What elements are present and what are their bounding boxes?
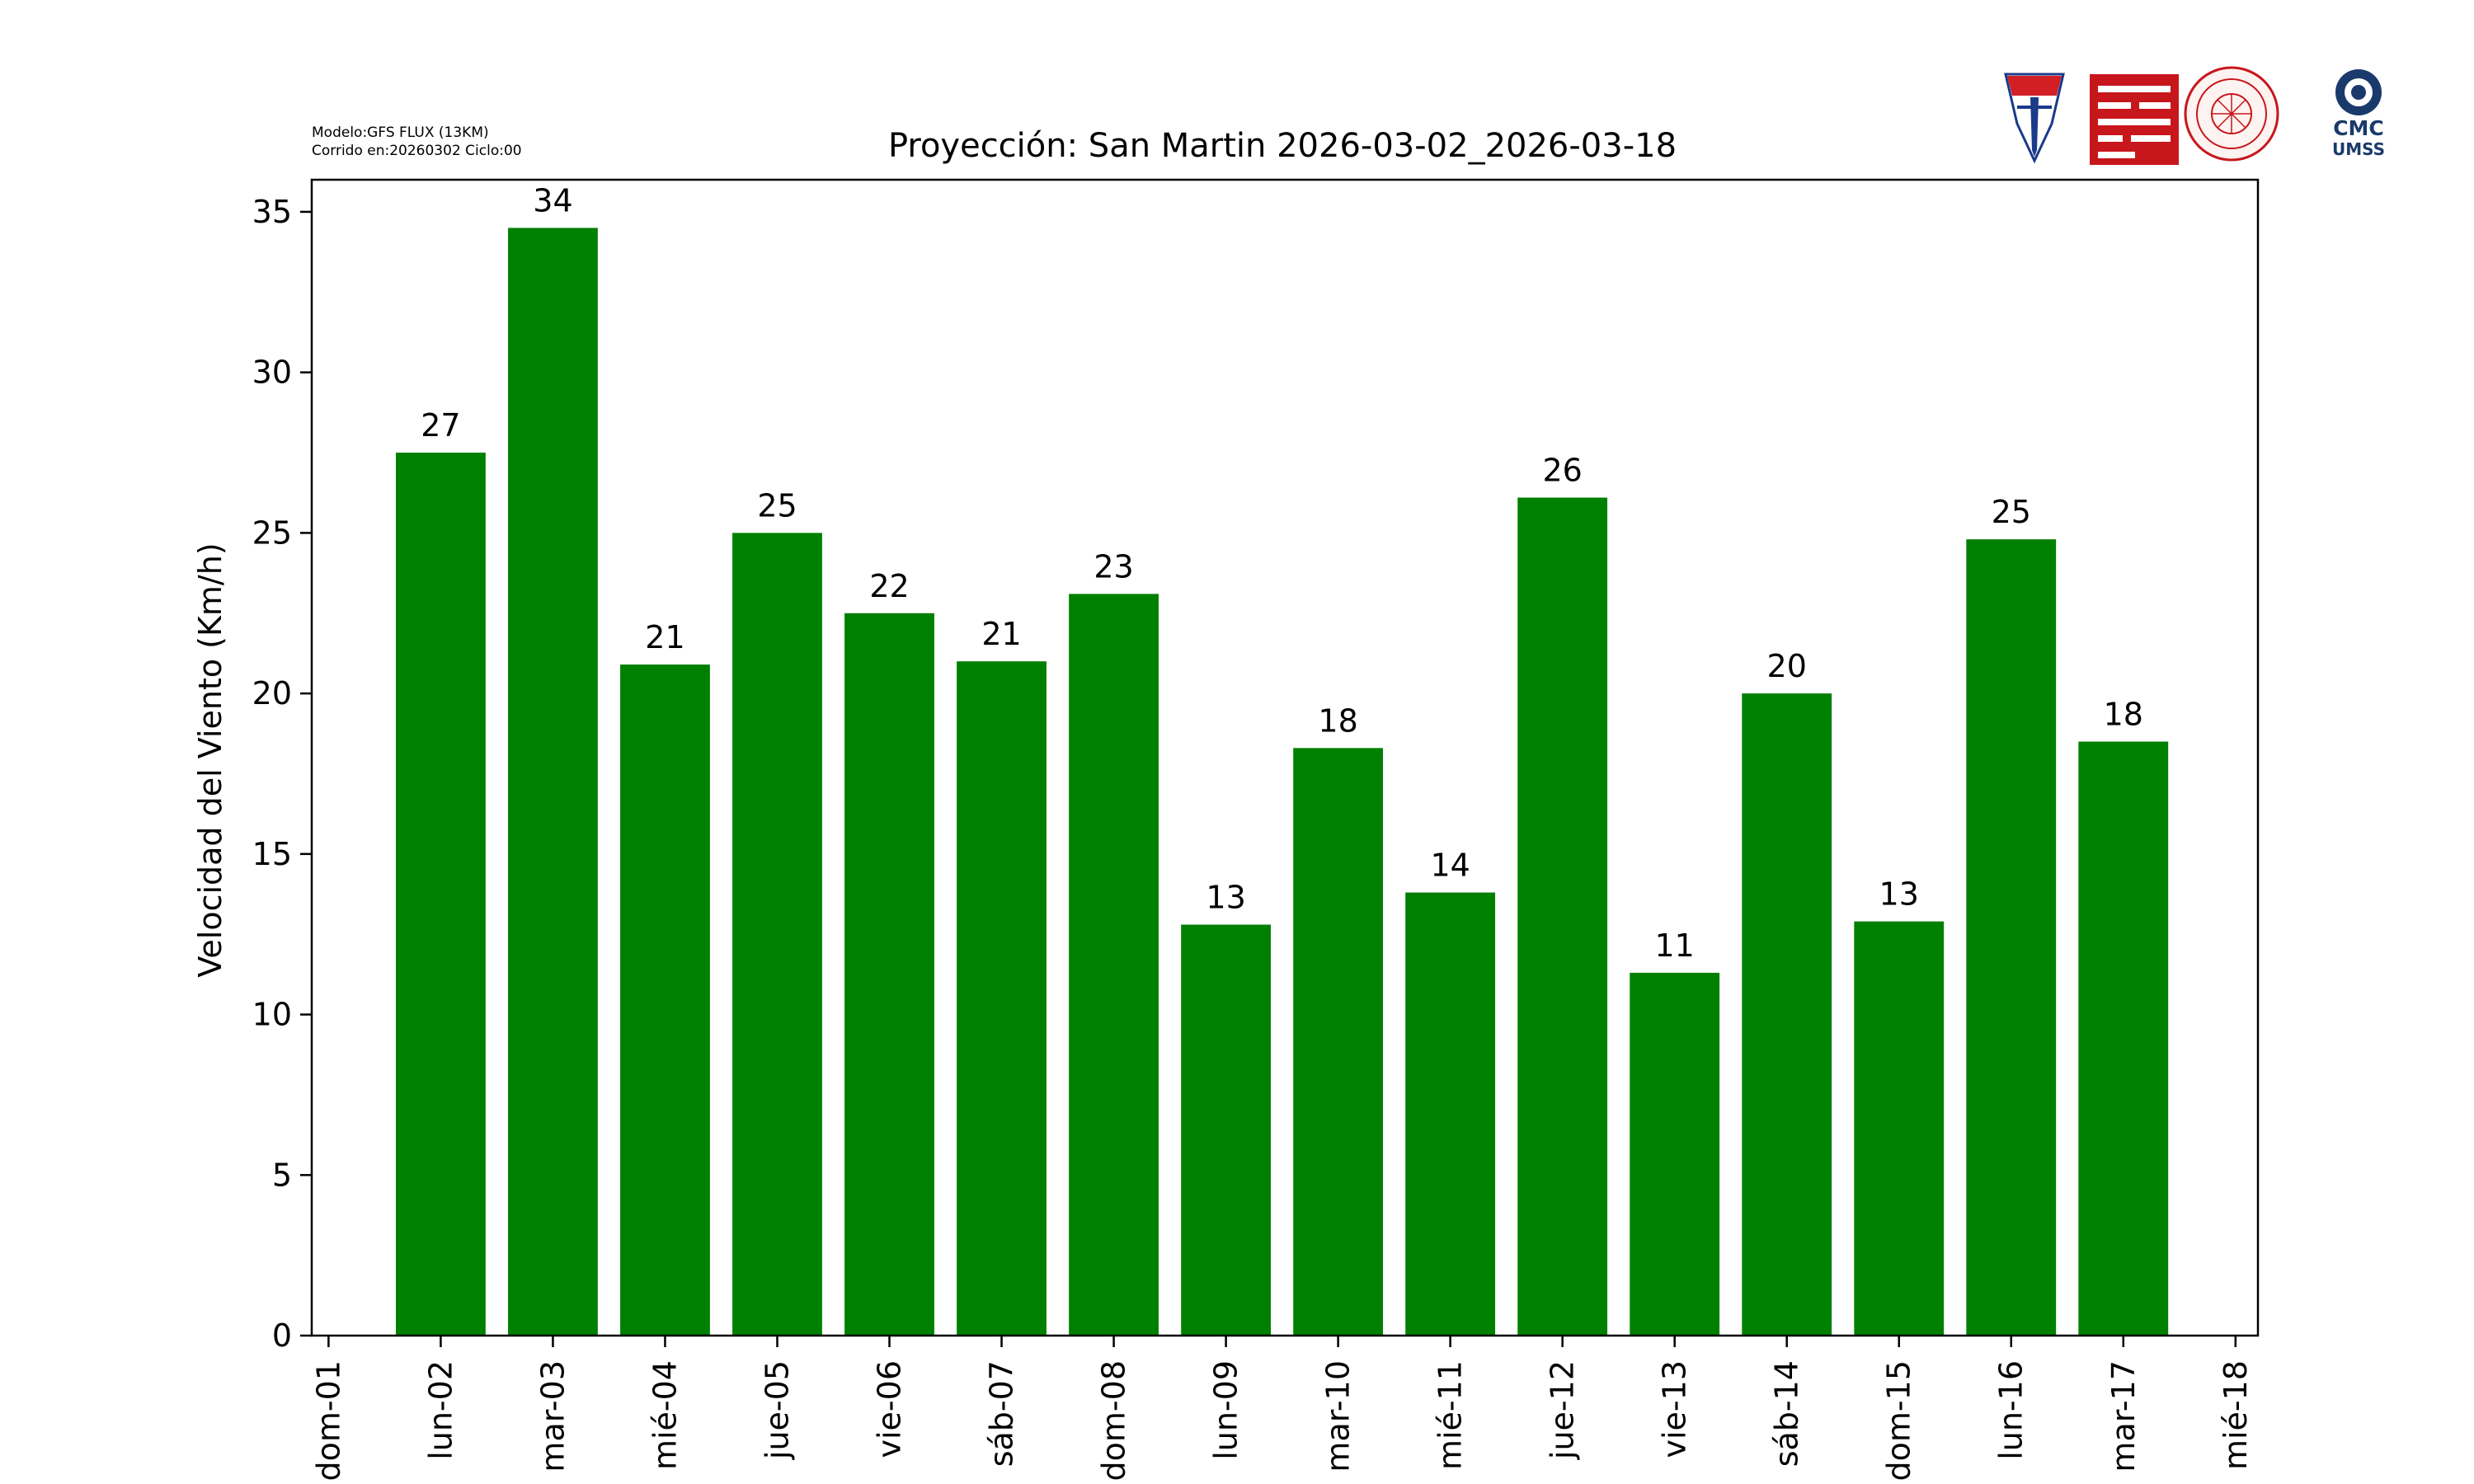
x-tick-label: mié-04 bbox=[647, 1360, 683, 1470]
cmc-umss-logo: CMC UMSS bbox=[2332, 69, 2385, 159]
svg-text:CMC: CMC bbox=[2333, 116, 2384, 140]
x-tick-label: dom-01 bbox=[310, 1360, 346, 1481]
bars-group bbox=[396, 228, 2169, 1336]
bar-vie-06 bbox=[844, 613, 934, 1336]
x-tick-label: lun-09 bbox=[1208, 1360, 1244, 1460]
bar-lun-02 bbox=[396, 453, 486, 1336]
bar-value-label: 27 bbox=[421, 407, 460, 444]
bar-sáb-14 bbox=[1742, 693, 1832, 1336]
x-tick-label: mar-17 bbox=[2105, 1360, 2142, 1472]
bar-mar-10 bbox=[1293, 748, 1384, 1336]
physics-department-seal-logo bbox=[2184, 66, 2279, 162]
bar-value-label: 14 bbox=[1430, 848, 1470, 884]
bar-value-label: 25 bbox=[757, 487, 797, 524]
bar-value-label: 23 bbox=[1094, 548, 1133, 585]
bar-value-label: 18 bbox=[1318, 702, 1357, 739]
bar-jue-05 bbox=[732, 533, 822, 1336]
y-tick-label: 5 bbox=[272, 1157, 292, 1193]
plot-frame bbox=[310, 178, 2260, 1337]
bar-dom-08 bbox=[1069, 594, 1159, 1336]
x-tick-label: dom-08 bbox=[1096, 1360, 1132, 1481]
bar-value-label: 21 bbox=[981, 616, 1021, 652]
bar-vie-13 bbox=[1630, 972, 1720, 1336]
x-tick-label: lun-02 bbox=[422, 1360, 459, 1460]
bar-value-label: 13 bbox=[1206, 880, 1245, 916]
x-tick-label: dom-15 bbox=[1881, 1360, 1917, 1481]
bar-value-label: 25 bbox=[1992, 494, 2031, 530]
bar-lun-09 bbox=[1181, 924, 1271, 1336]
x-tick-label: jue-12 bbox=[1545, 1360, 1581, 1460]
y-tick-label: 0 bbox=[272, 1317, 292, 1354]
bar-mié-04 bbox=[620, 665, 710, 1336]
umss-shield-logo bbox=[2004, 73, 2065, 164]
x-tick-label: mar-10 bbox=[1320, 1360, 1357, 1472]
x-axis-ticks: dom-01 lun-02 mar-03 mié-04 jue-05 vie-06 sáb-… bbox=[310, 1336, 2254, 1481]
x-tick-label: sáb-07 bbox=[984, 1360, 1020, 1467]
y-tick-label: 25 bbox=[252, 514, 292, 551]
bar-dom-15 bbox=[1854, 921, 1945, 1336]
bar-sáb-07 bbox=[957, 661, 1047, 1336]
x-tick-label: vie-13 bbox=[1657, 1360, 1693, 1458]
bar-value-label: 21 bbox=[645, 619, 684, 655]
y-tick-label: 35 bbox=[252, 194, 292, 230]
x-tick-label: mié-18 bbox=[2218, 1360, 2254, 1470]
x-tick-label: vie-06 bbox=[872, 1360, 908, 1458]
y-axis-ticks: 0 5 10 15 20 25 30 35 bbox=[252, 194, 312, 1354]
bar-value-label: 13 bbox=[1879, 876, 1919, 913]
y-tick-label: 20 bbox=[252, 675, 292, 711]
bar-mar-17 bbox=[2078, 741, 2169, 1336]
x-tick-label: mar-03 bbox=[534, 1360, 571, 1472]
y-axis-label: Velocidad del Viento (Km/h) bbox=[192, 542, 228, 977]
bar-labels-group: 27 34 21 25 22 21 23 13 18 14 26 11 20 13 25 18 bbox=[421, 182, 2143, 964]
bar-value-label: 22 bbox=[869, 568, 909, 604]
bar-value-label: 11 bbox=[1655, 928, 1695, 964]
chart-title: Proyección: San Martin 2026-03-02_2026-0… bbox=[888, 127, 1677, 165]
x-tick-label: mié-11 bbox=[1432, 1360, 1469, 1470]
bar-value-label: 20 bbox=[1767, 648, 1807, 684]
bar-value-label: 26 bbox=[1542, 453, 1582, 489]
y-tick-label: 10 bbox=[252, 997, 292, 1033]
x-tick-label: lun-16 bbox=[1993, 1360, 2030, 1460]
x-tick-label: sáb-14 bbox=[1769, 1360, 1805, 1467]
bar-value-label: 34 bbox=[533, 182, 572, 218]
faculty-red-logo bbox=[2090, 74, 2179, 165]
bar-mié-11 bbox=[1405, 892, 1496, 1336]
y-tick-label: 30 bbox=[252, 355, 292, 391]
svg-text:UMSS: UMSS bbox=[2332, 139, 2385, 159]
bar-jue-12 bbox=[1517, 497, 1608, 1336]
run-info: Corrido en:20260302 Ciclo:00 bbox=[312, 143, 522, 159]
bar-mar-03 bbox=[508, 228, 598, 1336]
model-info: Modelo:GFS FLUX (13KM) bbox=[312, 124, 489, 141]
bar-lun-16 bbox=[1966, 539, 2057, 1336]
bar-value-label: 18 bbox=[2104, 697, 2143, 733]
x-tick-label: jue-05 bbox=[759, 1360, 795, 1460]
y-tick-label: 15 bbox=[252, 836, 292, 872]
